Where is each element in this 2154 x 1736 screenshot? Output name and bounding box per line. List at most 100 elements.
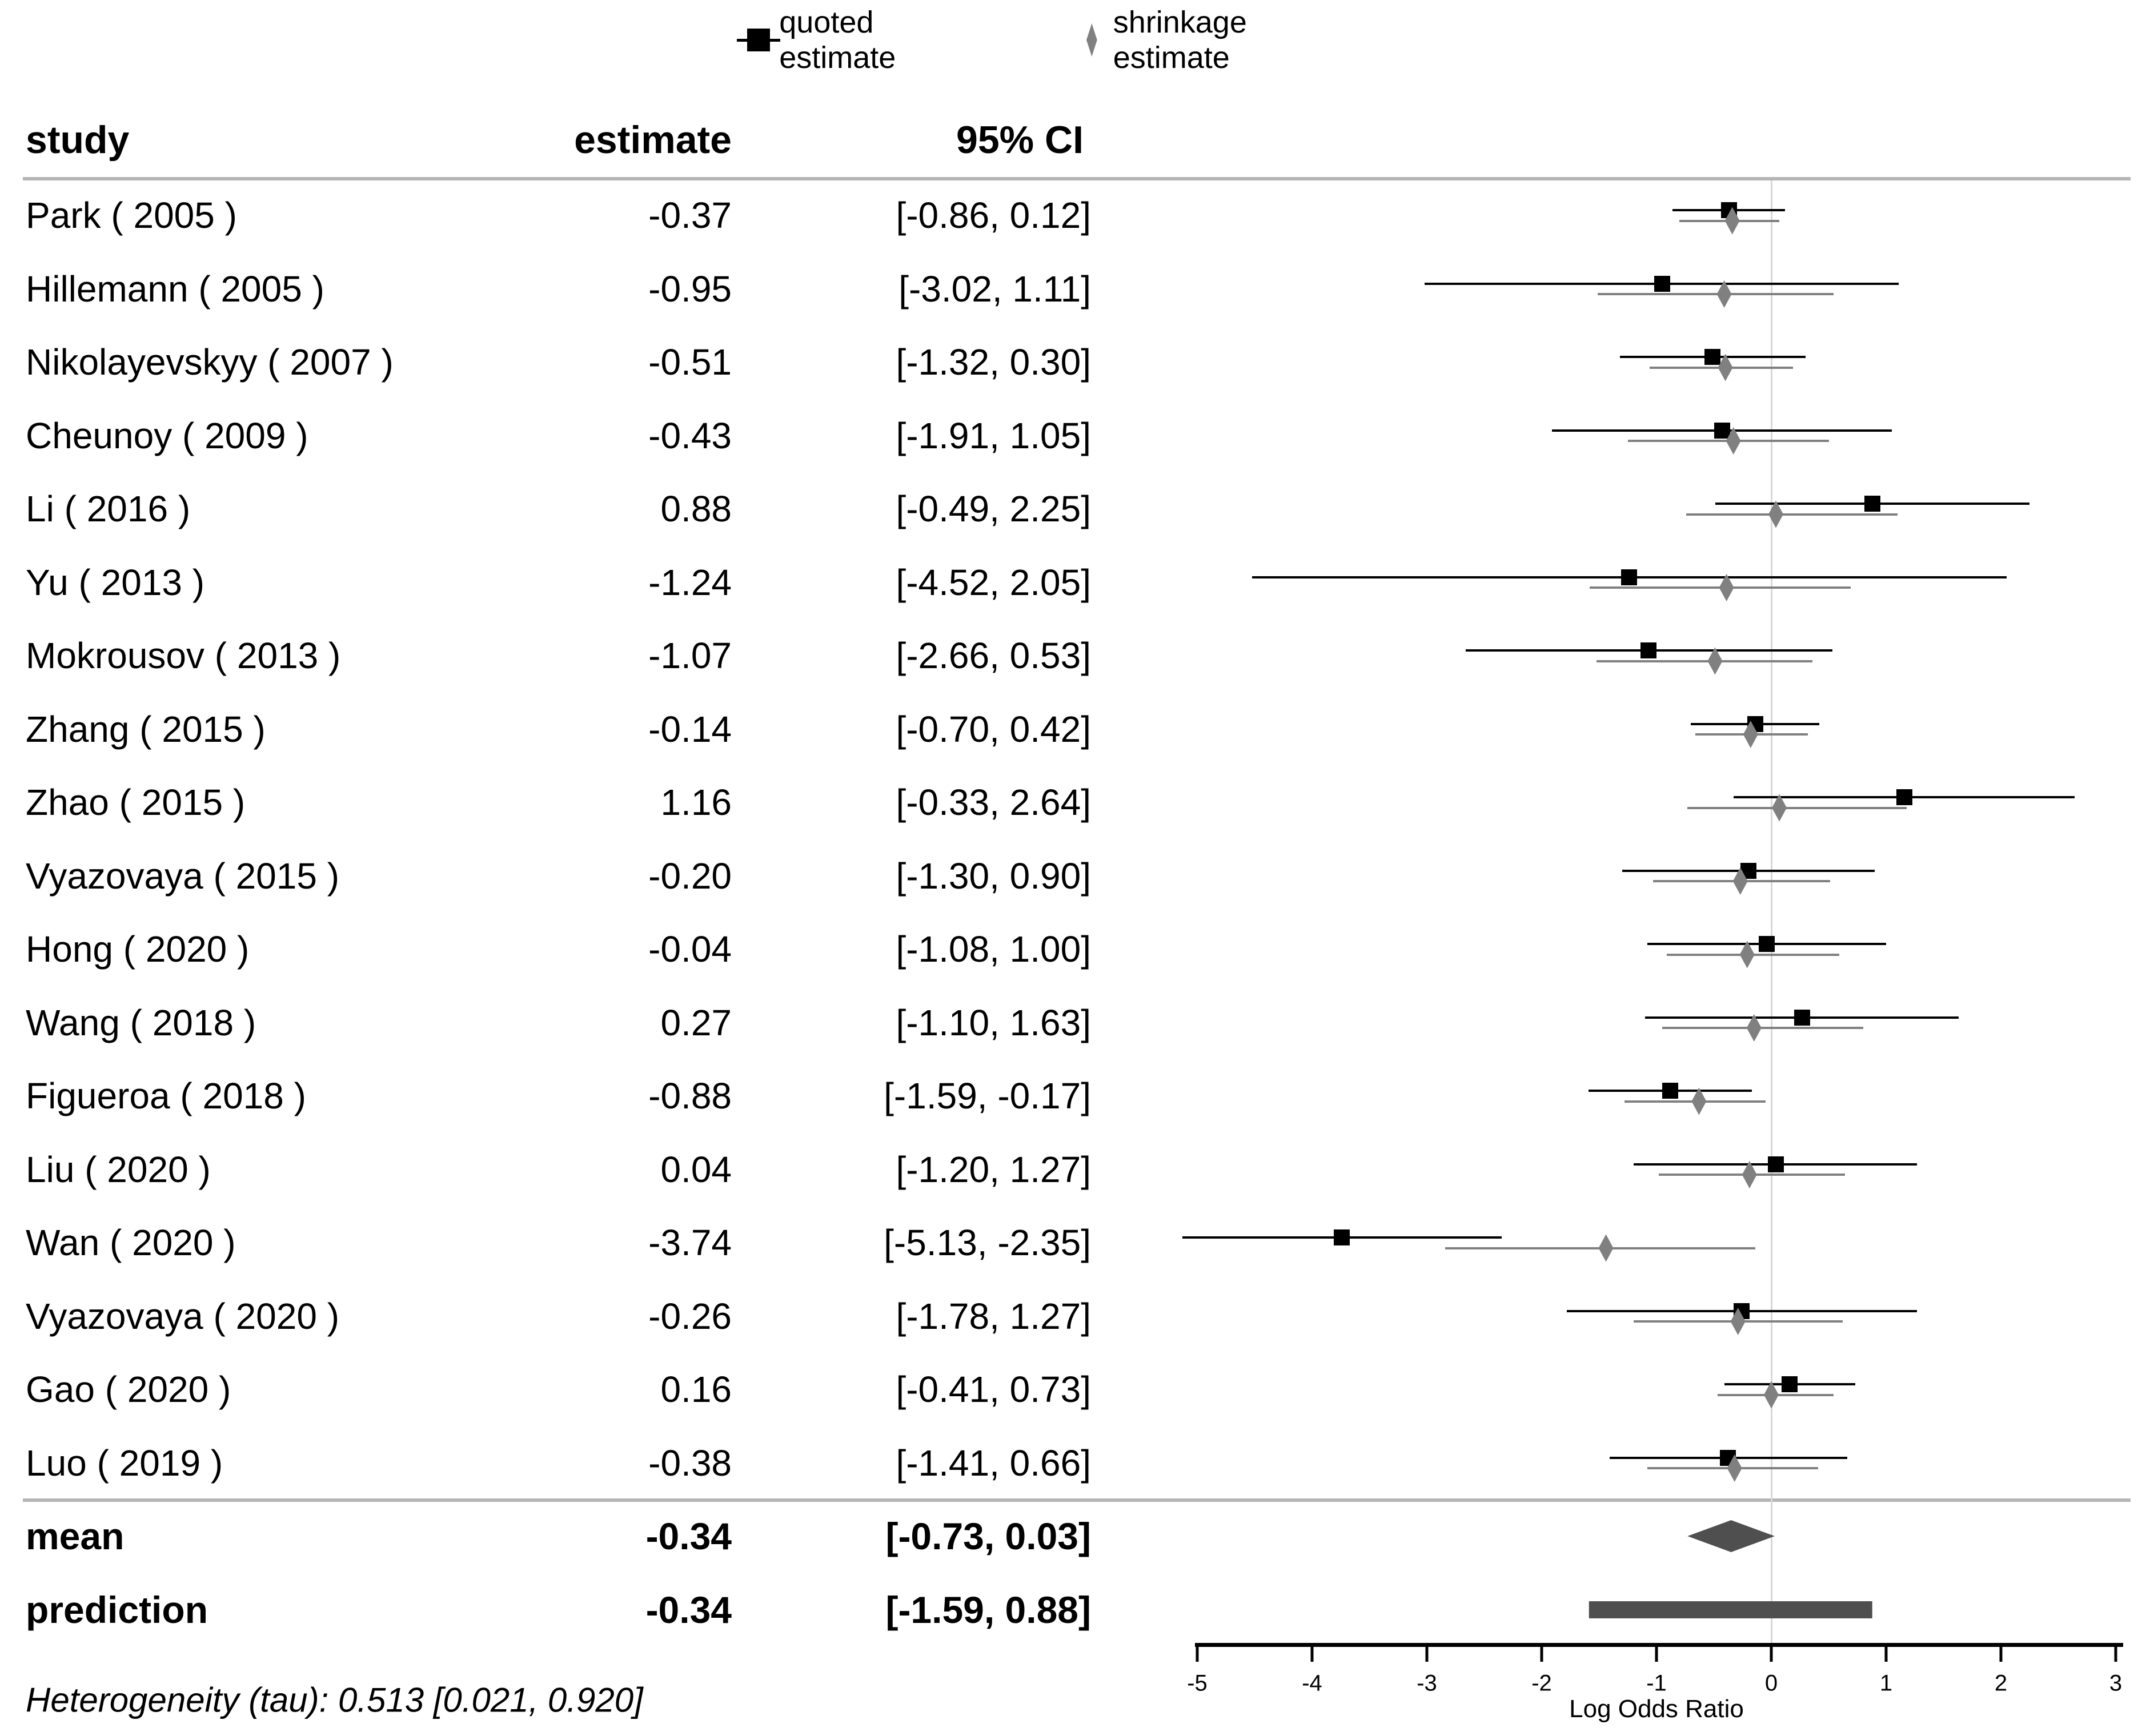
- estimate-value: -3.74: [648, 1222, 732, 1263]
- axis-tick: [1310, 1647, 1314, 1662]
- header-separator: [23, 177, 2131, 180]
- quoted-square-marker: [1768, 1156, 1784, 1172]
- ci-value: [-1.41, 0.66]: [896, 1442, 1091, 1484]
- estimate-value: -0.14: [648, 708, 732, 750]
- shrinkage-ci-line: [1597, 660, 1813, 662]
- ci-value: [-0.41, 0.73]: [896, 1369, 1091, 1410]
- estimate-value: -0.38: [648, 1442, 732, 1484]
- study-label: Luo ( 2019 ): [26, 1442, 223, 1484]
- study-label: Cheunoy ( 2009 ): [26, 415, 308, 456]
- axis-tick-label: -3: [1417, 1670, 1437, 1696]
- axis-tick-label: -4: [1302, 1670, 1322, 1696]
- quoted-square-marker: [1864, 496, 1880, 512]
- estimate-value: -0.04: [648, 929, 732, 970]
- x-axis-title: Log Odds Ratio: [1569, 1695, 1744, 1723]
- axis-tick-label: -1: [1646, 1670, 1667, 1696]
- quoted-square-marker: [1782, 1376, 1798, 1392]
- estimate-value: -0.95: [648, 268, 732, 310]
- axis-tick-label: 0: [1764, 1670, 1778, 1696]
- ci-value: [-1.32, 0.30]: [896, 341, 1091, 383]
- legend-label-quoted: quoted estimate: [779, 5, 896, 75]
- estimate-value: 0.04: [660, 1148, 732, 1190]
- legend-label-shrinkage: shrinkage estimate: [1113, 5, 1247, 75]
- ci-value: [-0.33, 2.64]: [896, 782, 1091, 823]
- shrinkage-ci-line: [1598, 293, 1834, 295]
- axis-tick-label: 2: [1994, 1670, 2008, 1696]
- study-label: Hong ( 2020 ): [26, 929, 250, 970]
- shrinkage-ci-line: [1686, 513, 1898, 516]
- shrinkage-ci-line: [1662, 1027, 1863, 1029]
- estimate-value: -1.24: [648, 561, 732, 603]
- mean-ci-value: [-0.73, 0.03]: [885, 1515, 1091, 1557]
- ci-value: [-1.91, 1.05]: [896, 415, 1091, 456]
- axis-tick-label: -2: [1531, 1670, 1552, 1696]
- column-header-study: study: [26, 118, 130, 162]
- axis-tick: [1540, 1647, 1543, 1662]
- study-label: Zhao ( 2015 ): [26, 782, 246, 823]
- quoted-square-marker: [1714, 422, 1730, 439]
- legend-item-shrinkage: shrinkage estimate: [1086, 5, 1256, 75]
- quoted-square-marker: [1620, 569, 1637, 585]
- ci-value: [-1.78, 1.27]: [896, 1295, 1091, 1337]
- ci-value: [-5.13, -2.35]: [884, 1222, 1091, 1263]
- study-label: Figueroa ( 2018 ): [26, 1075, 306, 1116]
- ci-value: [-1.59, -0.17]: [884, 1075, 1091, 1116]
- study-label: Nikolayevskyy ( 2007 ): [26, 341, 394, 383]
- ci-value: [-1.10, 1.63]: [896, 1002, 1091, 1043]
- ci-value: [-4.52, 2.05]: [896, 561, 1091, 603]
- prediction-interval-bar: [1589, 1601, 1872, 1618]
- study-label: Vyazovaya ( 2015 ): [26, 855, 340, 897]
- study-label: Vyazovaya ( 2020 ): [26, 1295, 340, 1337]
- column-header-estimate: estimate: [574, 118, 732, 162]
- axis-tick: [1655, 1647, 1658, 1662]
- quoted-square-marker: [1896, 789, 1913, 805]
- study-label: Mokrousov ( 2013 ): [26, 635, 341, 676]
- quoted-square-marker: [1794, 1009, 1811, 1026]
- study-label: Liu ( 2020 ): [26, 1148, 211, 1190]
- estimate-value: -0.20: [648, 855, 732, 897]
- quoted-square-marker: [1662, 1083, 1679, 1099]
- study-label: Zhang ( 2015 ): [26, 708, 266, 750]
- quoted-square-marker: [1334, 1229, 1350, 1245]
- axis-tick-label: -5: [1187, 1670, 1208, 1696]
- ci-value: [-2.66, 0.53]: [896, 635, 1091, 676]
- axis-tick: [1425, 1647, 1429, 1662]
- x-axis-line: [1195, 1643, 2123, 1647]
- estimate-value: -0.37: [648, 195, 732, 236]
- prediction-ci-value: [-1.59, 0.88]: [885, 1589, 1091, 1631]
- shrinkage-diamond-marker: [1598, 1234, 1614, 1262]
- estimate-value: 0.88: [660, 488, 732, 529]
- heterogeneity-note: Heterogeneity (tau): 0.513 [0.021, 0.920…: [26, 1681, 643, 1719]
- ci-value: [-1.20, 1.27]: [896, 1148, 1091, 1190]
- axis-tick: [1196, 1647, 1199, 1662]
- quoted-estimate-icon: [737, 29, 780, 51]
- estimate-value: -0.43: [648, 415, 732, 456]
- mean-label: mean: [26, 1515, 125, 1557]
- study-label: Hillemann ( 2005 ): [26, 268, 324, 310]
- axis-tick: [1999, 1647, 2003, 1662]
- mean-summary-diamond: [1687, 1520, 1775, 1552]
- ci-value: [-0.70, 0.42]: [896, 708, 1091, 750]
- study-label: Wan ( 2020 ): [26, 1222, 236, 1263]
- study-label: Gao ( 2020 ): [26, 1369, 231, 1410]
- study-label: Li ( 2016 ): [26, 488, 191, 529]
- ci-value: [-0.49, 2.25]: [896, 488, 1091, 529]
- column-header-ci: 95% CI: [956, 118, 1084, 162]
- shrinkage-estimate-icon: [1086, 23, 1097, 57]
- ci-value: [-1.30, 0.90]: [896, 855, 1091, 897]
- study-label: Wang ( 2018 ): [26, 1002, 256, 1043]
- quoted-square-marker: [1704, 349, 1721, 365]
- axis-tick-label: 1: [1879, 1670, 1893, 1696]
- zero-reference-line: [1771, 180, 1772, 1643]
- estimate-value: -0.51: [648, 341, 732, 383]
- quoted-square-marker: [1758, 936, 1775, 952]
- axis-tick-label: 3: [2109, 1670, 2123, 1696]
- axis-tick: [1770, 1647, 1773, 1662]
- estimate-value: -0.88: [648, 1075, 732, 1116]
- prediction-estimate-value: -0.34: [645, 1589, 732, 1631]
- axis-tick: [1884, 1647, 1888, 1662]
- prediction-label: prediction: [26, 1589, 208, 1631]
- ci-value: [-0.86, 0.12]: [896, 195, 1091, 236]
- estimate-value: 0.27: [660, 1002, 732, 1043]
